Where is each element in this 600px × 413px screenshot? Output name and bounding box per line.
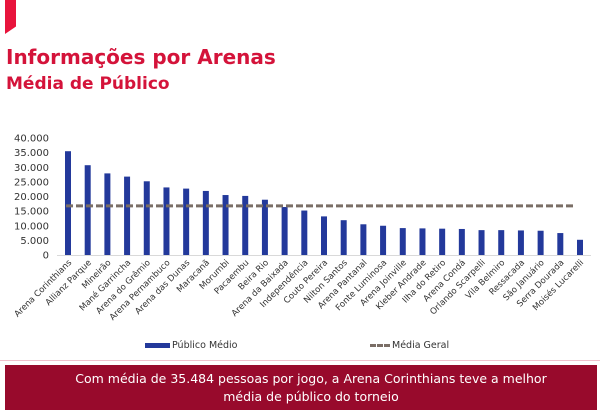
bar (340, 220, 347, 255)
legend-line-label: Média Geral (392, 340, 450, 351)
bar (301, 210, 308, 255)
bar (321, 216, 327, 255)
bar (65, 151, 71, 255)
page-title: Informações por Arenas (6, 45, 276, 69)
y-tick-label: 40.000 (14, 134, 49, 145)
y-axis: 0 5.000 10.000 15.000 20.000 25.000 30.000 35.0… (14, 134, 49, 262)
bar (498, 230, 505, 255)
y-tick-label: 30.000 (14, 163, 49, 174)
bar (577, 239, 583, 255)
summary-text: Com média de 35.484 pessoas por jogo, a … (75, 371, 547, 404)
bar (222, 195, 229, 255)
bar (478, 230, 485, 255)
bar (183, 188, 190, 255)
legend-bar-swatch (145, 343, 170, 348)
bar (380, 225, 387, 255)
bars (65, 151, 583, 255)
bar (281, 207, 288, 255)
legend-item-line: Média Geral (370, 340, 449, 351)
bar (163, 187, 170, 255)
divider (0, 360, 600, 361)
bar (399, 228, 406, 255)
bar (202, 190, 209, 255)
bar (104, 173, 111, 255)
bar (261, 199, 268, 255)
y-tick-label: 25.000 (14, 177, 49, 188)
header-ribbon (5, 0, 16, 34)
bar (557, 233, 564, 255)
y-tick-label: 10.000 (14, 221, 49, 232)
legend-item-bar: Público Médio (145, 340, 237, 351)
y-tick-label: 15.000 (14, 207, 49, 218)
page-subtitle: Média de Público (6, 74, 170, 94)
bar-chart: 0 5.000 10.000 15.000 20.000 25.000 30.000 35.0… (13, 134, 591, 323)
bar (143, 181, 150, 255)
legend-line-swatch (370, 344, 390, 347)
bar (458, 228, 465, 255)
y-tick-label: 20.000 (14, 192, 49, 203)
y-tick-label: 35.000 (14, 148, 49, 159)
y-tick-label: 0 (43, 251, 49, 262)
bar (537, 230, 544, 255)
bar (419, 228, 426, 255)
summary-banner: Com média de 35.484 pessoas por jogo, a … (5, 365, 597, 410)
y-tick-label: 5.000 (20, 236, 49, 247)
bar (360, 224, 367, 255)
legend-bar-label: Público Médio (172, 340, 238, 351)
bar (242, 195, 249, 255)
bar (124, 176, 131, 255)
bar (517, 230, 524, 255)
bar (439, 228, 446, 255)
bar (84, 165, 91, 255)
